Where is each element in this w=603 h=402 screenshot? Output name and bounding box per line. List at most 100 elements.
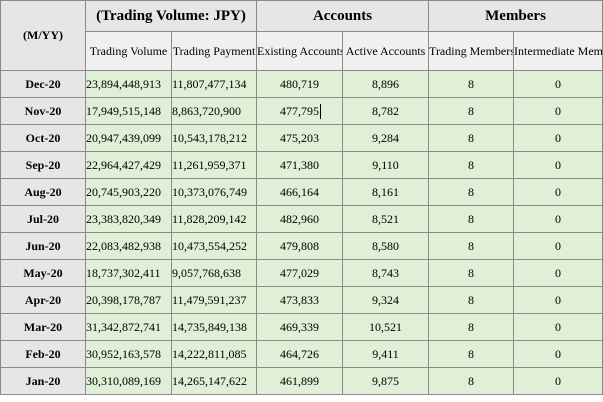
existing-accounts-cell[interactable]: 461,899 — [256, 367, 344, 395]
trading-volume-group-header: (Trading Volume: JPY) — [84, 0, 258, 32]
trading-members-cell[interactable]: 8 — [428, 151, 515, 179]
header-row-columns: Trading Volume Trading Payment Existing … — [1, 31, 603, 71]
trading-members-cell[interactable]: 8 — [428, 178, 515, 206]
trading-payment-cell[interactable]: 14,222,811,085 — [170, 340, 258, 368]
trading-volume-cell[interactable]: 23,383,820,349 — [85, 205, 172, 233]
trading-volume-cell[interactable]: 18,737,302,411 — [85, 259, 172, 287]
table-row: Jun-20 22,083,482,938 10,473,554,252 479… — [0, 232, 603, 260]
month-cell: Dec-20 — [0, 70, 86, 98]
month-cell: Oct-20 — [0, 124, 86, 152]
trading-payment-cell[interactable]: 14,265,147,622 — [170, 367, 258, 395]
trading-volume-header: Trading Volume — [85, 31, 172, 71]
trading-volume-cell[interactable]: 22,964,427,429 — [85, 151, 172, 179]
trading-payment-cell[interactable]: 14,735,849,138 — [170, 313, 258, 341]
intermediate-members-cell[interactable]: 0 — [513, 151, 603, 179]
intermediate-members-cell[interactable]: 0 — [513, 340, 603, 368]
trading-payment-cell[interactable]: 8,863,720,900 — [170, 97, 258, 125]
trading-volume-cell[interactable]: 30,310,089,169 — [85, 367, 172, 395]
trading-payment-cell[interactable]: 11,261,959,371 — [170, 151, 258, 179]
intermediate-members-cell[interactable]: 0 — [513, 259, 603, 287]
existing-accounts-header: Existing Accounts — [256, 31, 344, 71]
trading-members-cell[interactable]: 8 — [428, 340, 515, 368]
trading-payment-cell[interactable]: 9,057,768,638 — [170, 259, 258, 287]
table-row: Oct-20 20,947,439,099 10,543,178,212 475… — [0, 124, 603, 152]
trading-payment-cell[interactable]: 10,373,076,749 — [170, 178, 258, 206]
existing-accounts-cell-editing[interactable]: 477,795 — [256, 97, 344, 125]
table-row: Dec-20 23,894,448,913 11,807,477,134 480… — [0, 70, 603, 98]
trading-members-cell[interactable]: 8 — [428, 259, 515, 287]
existing-accounts-cell[interactable]: 473,833 — [256, 286, 344, 314]
table-row: Sep-20 22,964,427,429 11,261,959,371 471… — [0, 151, 603, 179]
trading-volume-cell[interactable]: 31,342,872,741 — [85, 313, 172, 341]
month-cell: Jan-20 — [0, 367, 86, 395]
month-cell: Apr-20 — [0, 286, 86, 314]
active-accounts-cell[interactable]: 9,875 — [342, 367, 430, 395]
existing-accounts-cell[interactable]: 469,339 — [256, 313, 344, 341]
active-accounts-cell[interactable]: 8,161 — [342, 178, 430, 206]
trading-members-cell[interactable]: 8 — [428, 97, 515, 125]
existing-accounts-cell[interactable]: 477,029 — [256, 259, 344, 287]
trading-volume-cell[interactable]: 20,745,903,220 — [85, 178, 172, 206]
active-accounts-cell[interactable]: 9,411 — [342, 340, 430, 368]
table-row: Mar-20 31,342,872,741 14,735,849,138 469… — [0, 313, 603, 341]
active-accounts-header: Active Accounts — [342, 31, 430, 71]
trading-payment-cell[interactable]: 11,479,591,237 — [170, 286, 258, 314]
intermediate-members-cell[interactable]: 0 — [513, 286, 603, 314]
trading-volume-cell[interactable]: 30,952,163,578 — [85, 340, 172, 368]
intermediate-members-cell[interactable]: 0 — [513, 178, 603, 206]
accounts-group-header: Accounts — [256, 0, 430, 32]
existing-accounts-cell[interactable]: 479,808 — [256, 232, 344, 260]
active-accounts-cell[interactable]: 8,580 — [342, 232, 430, 260]
trading-volume-cell[interactable]: 23,894,448,913 — [85, 70, 172, 98]
intermediate-members-cell[interactable]: 0 — [513, 232, 603, 260]
table-row: Aug-20 20,745,903,220 10,373,076,749 466… — [0, 178, 603, 206]
header-row-groups: (M/YY) (Trading Volume: JPY) Accounts Me… — [0, 0, 603, 71]
trading-volume-cell[interactable]: 20,398,178,787 — [85, 286, 172, 314]
intermediate-members-cell[interactable]: 0 — [513, 70, 603, 98]
month-cell: Jul-20 — [0, 205, 86, 233]
trading-volume-cell[interactable]: 20,947,439,099 — [85, 124, 172, 152]
trading-payment-cell[interactable]: 11,828,209,142 — [170, 205, 258, 233]
trading-members-cell[interactable]: 8 — [428, 367, 515, 395]
month-cell: Sep-20 — [0, 151, 86, 179]
intermediate-members-cell[interactable]: 0 — [513, 367, 603, 395]
month-cell: May-20 — [0, 259, 86, 287]
trading-payment-cell[interactable]: 10,543,178,212 — [170, 124, 258, 152]
trading-payment-cell[interactable]: 10,473,554,252 — [170, 232, 258, 260]
trading-members-cell[interactable]: 8 — [428, 124, 515, 152]
trading-members-cell[interactable]: 8 — [428, 205, 515, 233]
active-accounts-cell[interactable]: 8,521 — [342, 205, 430, 233]
existing-accounts-cell[interactable]: 480,719 — [256, 70, 344, 98]
active-accounts-cell[interactable]: 9,324 — [342, 286, 430, 314]
active-accounts-cell[interactable]: 10,521 — [342, 313, 430, 341]
trading-volume-cell[interactable]: 22,083,482,938 — [85, 232, 172, 260]
trading-members-header: Trading Members — [428, 31, 515, 71]
trading-members-cell[interactable]: 8 — [428, 313, 515, 341]
table-row: Feb-20 30,952,163,578 14,222,811,085 464… — [0, 340, 603, 368]
existing-accounts-cell[interactable]: 475,203 — [256, 124, 344, 152]
existing-accounts-cell[interactable]: 482,960 — [256, 205, 344, 233]
intermediate-members-cell[interactable]: 0 — [513, 313, 603, 341]
trading-members-cell[interactable]: 8 — [428, 70, 515, 98]
trading-members-cell[interactable]: 8 — [428, 232, 515, 260]
intermediate-members-cell[interactable]: 0 — [513, 124, 603, 152]
trading-members-cell[interactable]: 8 — [428, 286, 515, 314]
intermediate-members-cell[interactable]: 0 — [513, 97, 603, 125]
active-accounts-cell[interactable]: 9,110 — [342, 151, 430, 179]
trading-payment-cell[interactable]: 11,807,477,134 — [170, 70, 258, 98]
table-row: May-20 18,737,302,411 9,057,768,638 477,… — [0, 259, 603, 287]
active-accounts-cell[interactable]: 9,284 — [342, 124, 430, 152]
trading-volume-cell[interactable]: 17,949,515,148 — [85, 97, 172, 125]
period-header: (M/YY) — [0, 0, 86, 71]
trading-payment-header: Trading Payment — [170, 31, 258, 71]
active-accounts-cell[interactable]: 8,782 — [342, 97, 430, 125]
month-cell: Mar-20 — [0, 313, 86, 341]
existing-accounts-cell[interactable]: 471,380 — [256, 151, 344, 179]
existing-accounts-cell[interactable]: 464,726 — [256, 340, 344, 368]
intermediate-members-cell[interactable]: 0 — [513, 205, 603, 233]
table-row: Nov-20 17,949,515,148 8,863,720,900 477,… — [0, 97, 603, 125]
active-accounts-cell[interactable]: 8,743 — [342, 259, 430, 287]
active-accounts-cell[interactable]: 8,896 — [342, 70, 430, 98]
existing-accounts-cell[interactable]: 466,164 — [256, 178, 344, 206]
